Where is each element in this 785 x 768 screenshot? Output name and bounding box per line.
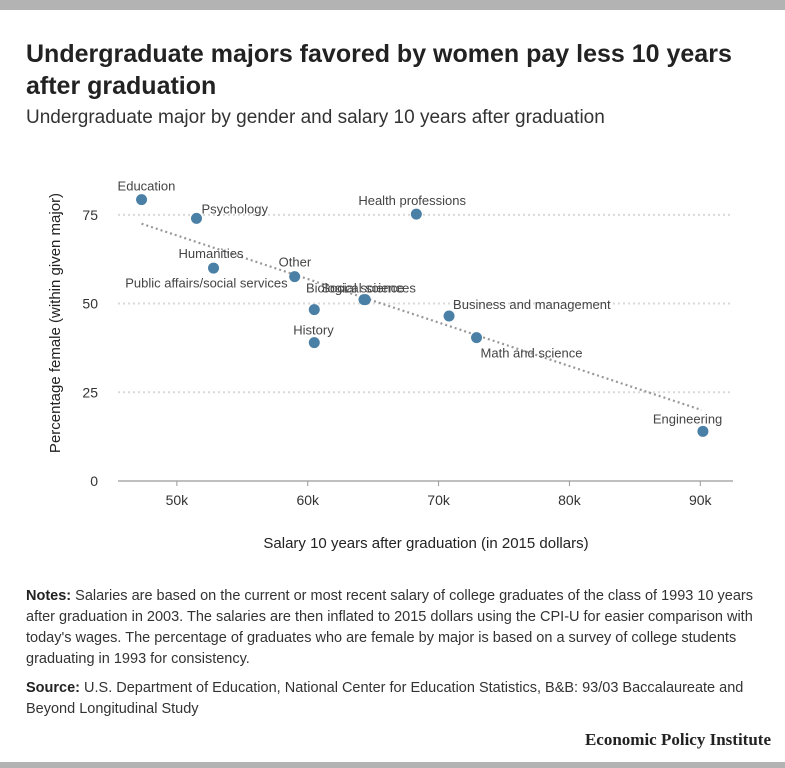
data-point: [309, 337, 320, 348]
x-tick-label: 60k: [296, 492, 320, 508]
y-tick-label: 75: [82, 207, 98, 223]
data-point-label: History: [293, 323, 334, 338]
data-point-label: Public affairs/social services: [125, 276, 288, 291]
data-point: [411, 209, 422, 220]
notes: Notes: Salaries are based on the current…: [26, 586, 766, 670]
source-label: Source:: [26, 680, 80, 696]
data-point-label: Education: [118, 179, 176, 194]
x-tick-label: 50k: [166, 492, 190, 508]
source-text: U.S. Department of Education, National C…: [26, 680, 743, 717]
chart-title: Undergraduate majors favored by women pa…: [26, 38, 766, 102]
data-point: [360, 294, 371, 305]
x-axis-title: Salary 10 years after graduation (in 201…: [263, 535, 588, 552]
data-point: [444, 310, 455, 321]
data-points: [136, 194, 708, 437]
x-tick-label: 90k: [689, 492, 713, 508]
data-point: [697, 426, 708, 437]
y-tick-label: 25: [82, 384, 98, 400]
data-point-label: Social science: [321, 281, 404, 296]
data-point-label: Engineering: [653, 411, 722, 426]
data-point-label: Health professions: [358, 193, 466, 208]
data-point: [309, 304, 320, 315]
x-tick-label: 70k: [427, 492, 451, 508]
brand-logo: Economic Policy Institute: [585, 730, 771, 750]
scatter-chart: 0 25 50 75 50k 60k 70k 80k 90k Education Psycholo…: [0, 150, 785, 570]
data-point: [289, 271, 300, 282]
data-point-label: Business and management: [453, 297, 611, 312]
data-point-label: Other: [279, 255, 312, 270]
chart-subtitle: Undergraduate major by gender and salary…: [26, 105, 766, 131]
data-point: [191, 213, 202, 224]
data-point-label: Psychology: [202, 201, 269, 216]
y-tick-label: 50: [82, 296, 98, 312]
x-tick-label: 80k: [558, 492, 582, 508]
y-axis-title: Percentage female (within given major): [47, 193, 64, 453]
source: Source: U.S. Department of Education, Na…: [26, 678, 766, 720]
bottom-rule: [0, 762, 785, 768]
data-point: [471, 332, 482, 343]
grid-lines: [118, 215, 733, 392]
notes-text: Salaries are based on the current or mos…: [26, 588, 753, 667]
notes-label: Notes:: [26, 588, 71, 604]
data-point-label: Math and science: [481, 346, 583, 361]
data-point-label: Humanities: [179, 246, 245, 261]
y-tick-label: 0: [90, 473, 98, 489]
data-point: [208, 263, 219, 274]
data-point: [136, 194, 147, 205]
top-rule: [0, 0, 785, 10]
